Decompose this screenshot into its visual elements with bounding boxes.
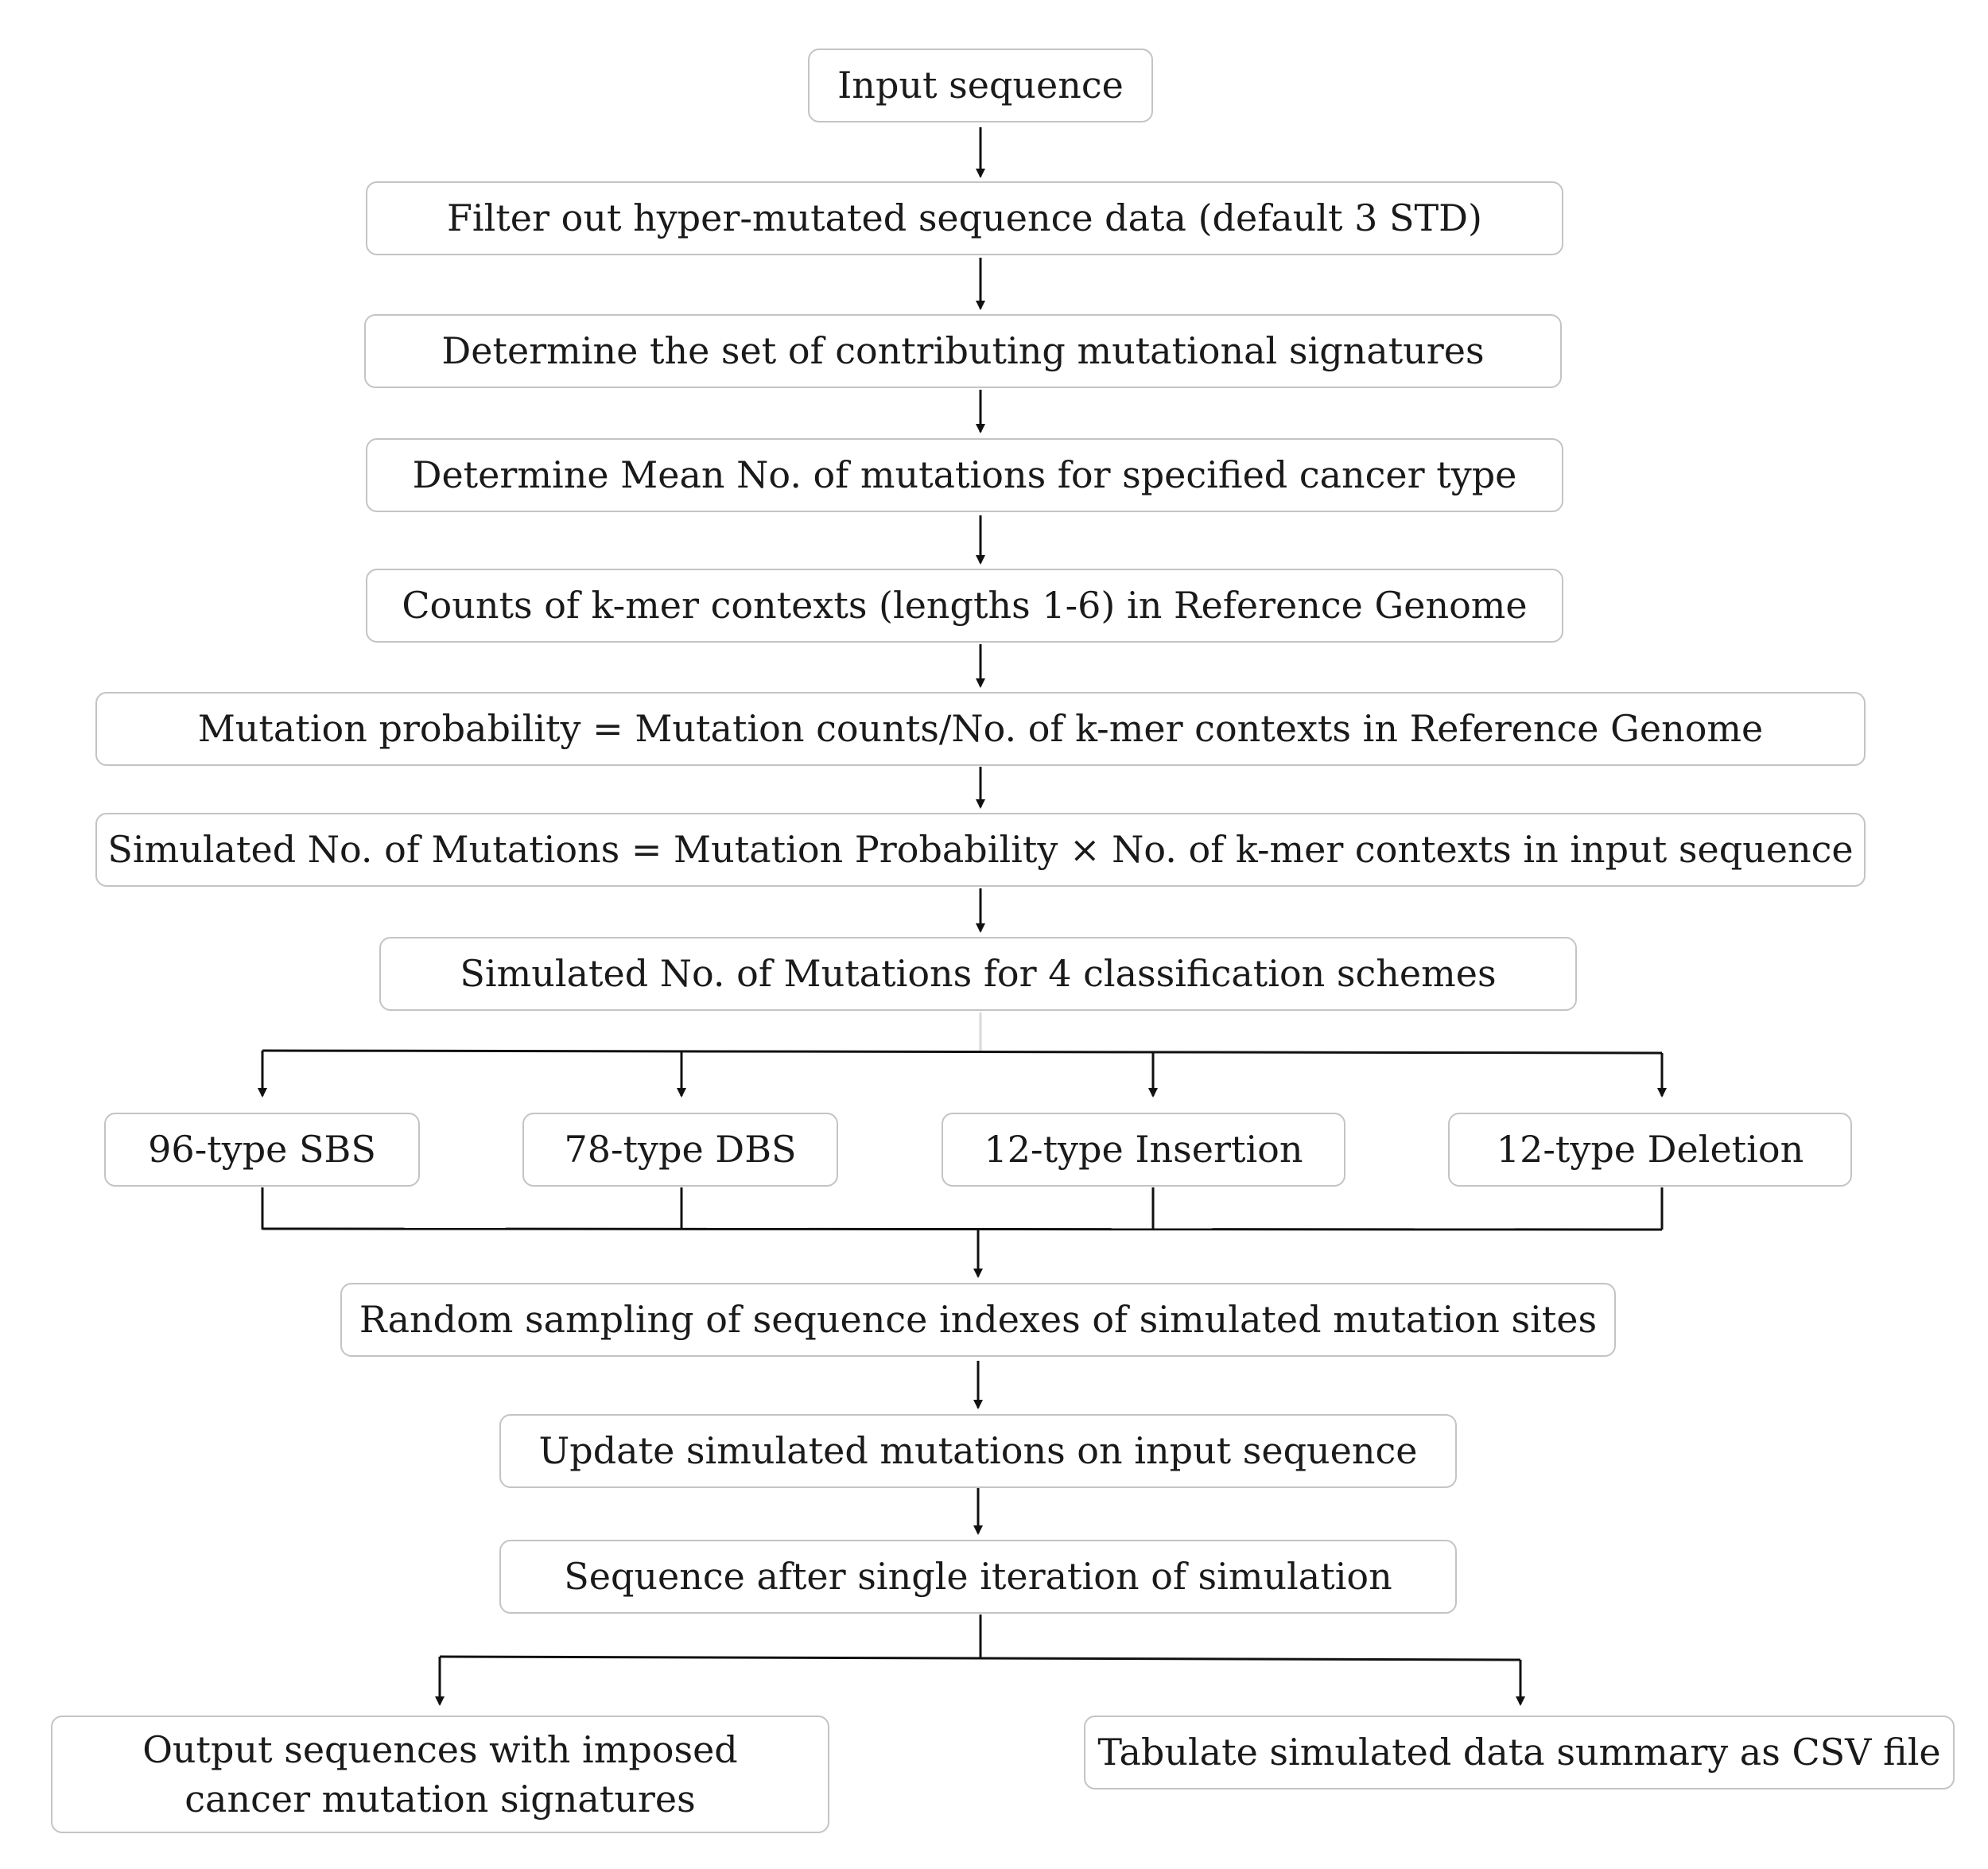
connector-schemes-bus: [262, 1049, 1663, 1055]
determine-signatures-box: Determine the set of contributing mutati…: [364, 314, 1562, 388]
tabulate-csv-box: Tabulate simulated data summary as CSV f…: [1084, 1716, 1955, 1789]
sbs-96-type-box: 96-type SBS: [104, 1113, 420, 1187]
random-sampling-box: Random sampling of sequence indexes of s…: [340, 1283, 1616, 1357]
mutation-probability-box: Mutation probability = Mutation counts/N…: [95, 692, 1866, 766]
update-mutations-box: Update simulated mutations on input sequ…: [499, 1414, 1457, 1488]
dbs-78-type-box: 78-type DBS: [522, 1113, 838, 1187]
output-sequences-box: Output sequences with imposed cancer mut…: [51, 1716, 829, 1833]
input-sequence-box: Input sequence: [808, 49, 1153, 122]
deletion-12-type-box: 12-type Deletion: [1448, 1113, 1852, 1187]
connector-merge-bus: [262, 1227, 1663, 1231]
sequence-after-iteration-box: Sequence after single iteration of simul…: [499, 1540, 1457, 1614]
insertion-12-type-box: 12-type Insertion: [942, 1113, 1345, 1187]
classification-schemes-box: Simulated No. of Mutations for 4 classif…: [379, 937, 1577, 1011]
simulated-mutations-box: Simulated No. of Mutations = Mutation Pr…: [95, 813, 1866, 887]
determine-mean-box: Determine Mean No. of mutations for spec…: [366, 438, 1563, 512]
kmer-counts-box: Counts of k-mer contexts (lengths 1-6) i…: [366, 569, 1563, 643]
filter-hypermutated-box: Filter out hyper-mutated sequence data (…: [366, 181, 1563, 255]
connector-final-bus: [439, 1655, 1521, 1661]
